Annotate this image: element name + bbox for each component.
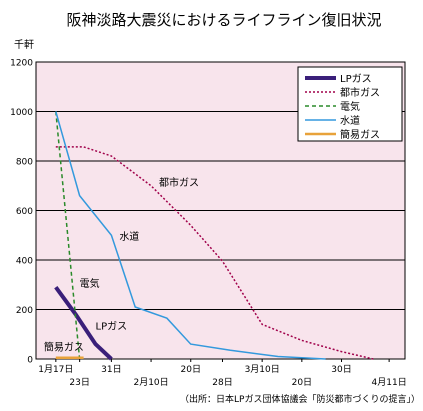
x-tick-label: 28日 bbox=[212, 377, 232, 388]
line-annotation: 簡易ガス bbox=[44, 340, 84, 353]
series-line-1 bbox=[54, 286, 113, 361]
y-tick-label: 400 bbox=[16, 257, 33, 267]
series-line-4 bbox=[55, 111, 326, 360]
line-annotation: 都市ガス bbox=[159, 176, 199, 189]
x-tick-label: 23日 bbox=[69, 377, 89, 388]
x-tick-labels: 1月17日 23日 31日 2月10日 20日 28日 3月10日 20日 30日 4月11日 bbox=[38, 364, 406, 388]
line-annotation: 水道 bbox=[119, 230, 139, 243]
x-tick-label: 3月10日 bbox=[245, 364, 280, 375]
source-note: （出所：日本LPガス団体協議会「防災都市づくりの提言」） bbox=[180, 393, 420, 405]
series-lines bbox=[54, 111, 374, 361]
x-tick-label: 1月17日 bbox=[38, 364, 73, 375]
y-tick-label: 0 bbox=[27, 356, 33, 366]
y-tick-label: 200 bbox=[16, 306, 33, 316]
x-tick-label: 4月11日 bbox=[372, 377, 407, 388]
line-annotation: LPガス bbox=[96, 320, 128, 332]
y-tick-label: 600 bbox=[16, 207, 33, 217]
line-annotation: 電気 bbox=[80, 277, 100, 290]
y-tick-label: 1200 bbox=[10, 59, 33, 69]
x-tick-label: 31日 bbox=[101, 364, 121, 375]
legend-label: 水道 bbox=[340, 114, 360, 127]
x-tick-label: 2月10日 bbox=[133, 377, 168, 388]
series-line-2 bbox=[55, 146, 374, 360]
x-tick-label: 30日 bbox=[331, 364, 351, 375]
x-tick-label: 20日 bbox=[292, 377, 312, 388]
chart-title: 阪神淡路大震災におけるライフライン復旧状況 bbox=[66, 11, 381, 29]
y-tick-labels: 0 200 400 600 800 1000 1200 bbox=[10, 59, 33, 366]
y-tick-label: 1000 bbox=[10, 108, 33, 118]
x-tick-label: 20日 bbox=[181, 364, 201, 375]
legend-label: LPガス bbox=[340, 73, 372, 85]
legend-label: 電気 bbox=[340, 100, 360, 113]
legend-label: 簡易ガス bbox=[340, 128, 380, 141]
y-tick-label: 800 bbox=[16, 158, 33, 168]
legend-label: 都市ガス bbox=[340, 86, 380, 99]
y-unit-label: 千軒 bbox=[14, 39, 34, 51]
